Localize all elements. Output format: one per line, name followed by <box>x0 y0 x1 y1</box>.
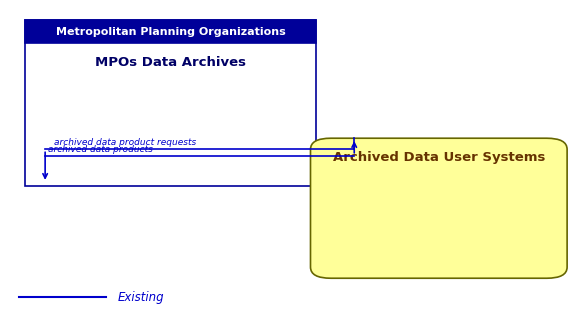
Text: archived data products: archived data products <box>48 145 153 154</box>
FancyBboxPatch shape <box>311 138 567 278</box>
FancyBboxPatch shape <box>25 21 316 186</box>
Text: Metropolitan Planning Organizations: Metropolitan Planning Organizations <box>56 27 285 37</box>
Text: MPOs Data Archives: MPOs Data Archives <box>95 56 246 69</box>
Text: Existing: Existing <box>118 291 165 304</box>
Text: archived data product requests: archived data product requests <box>54 138 196 147</box>
Text: Archived Data User Systems: Archived Data User Systems <box>333 151 545 164</box>
FancyBboxPatch shape <box>25 21 316 43</box>
